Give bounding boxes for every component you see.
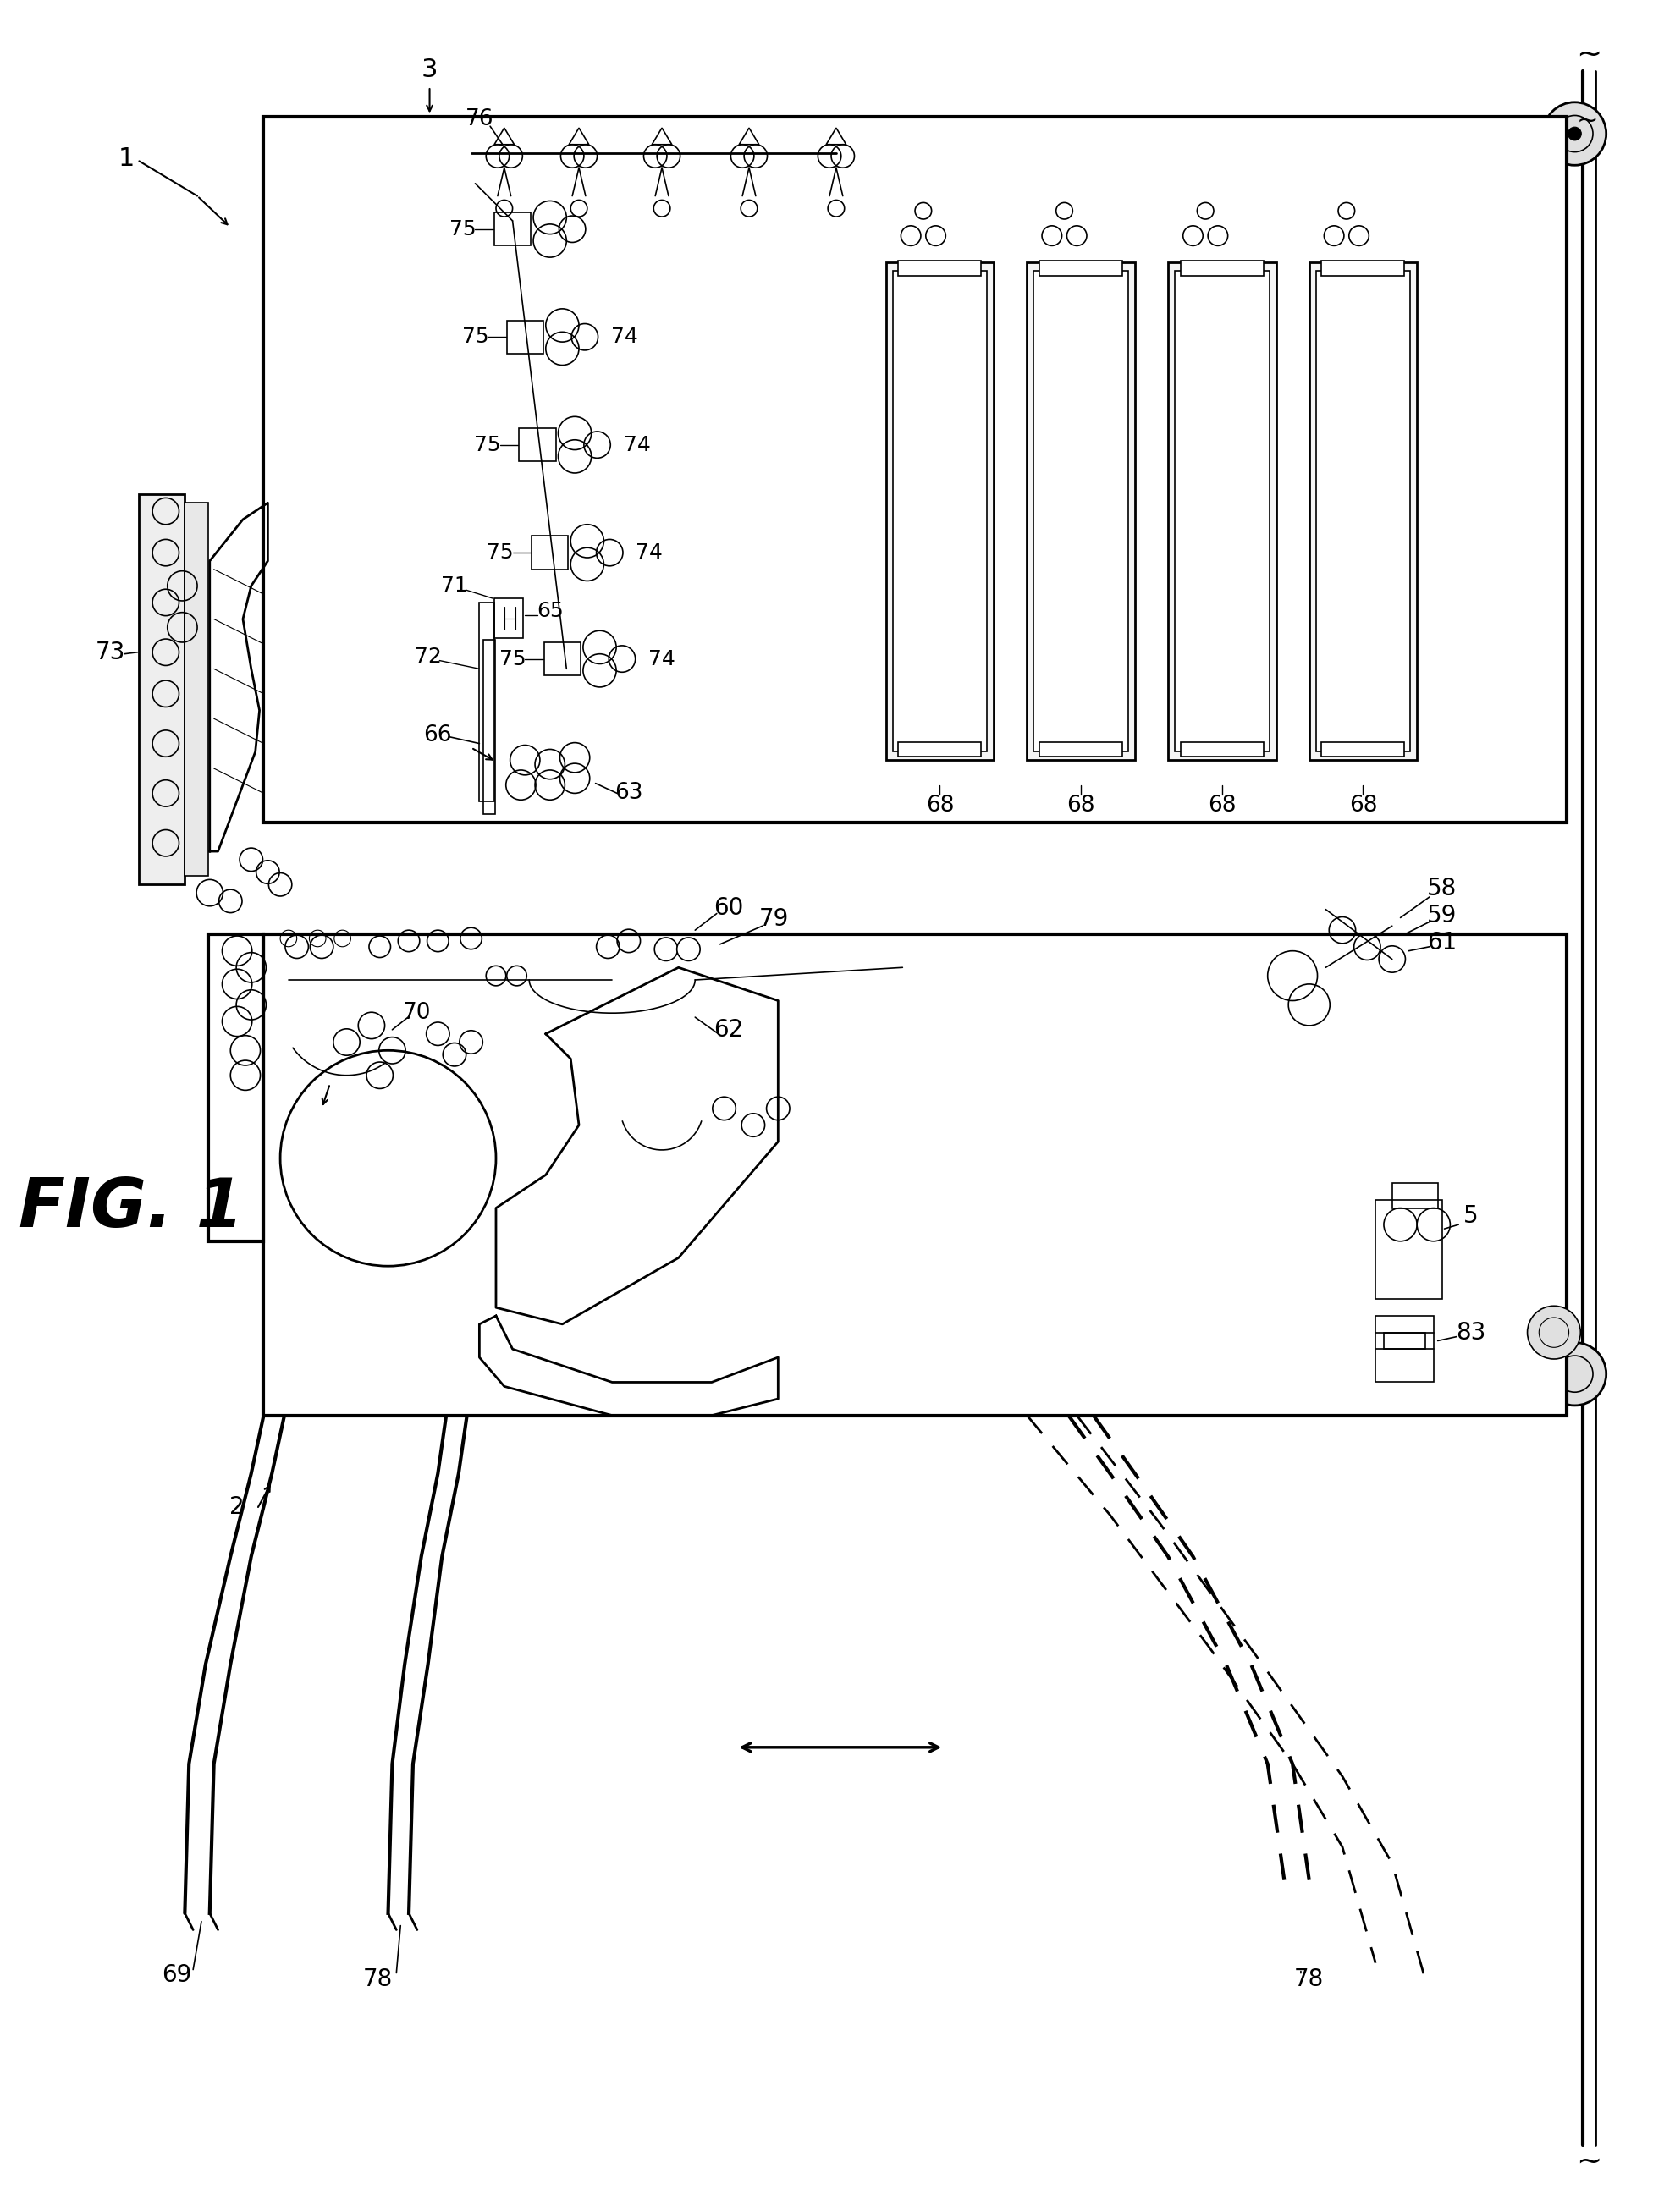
Bar xyxy=(1180,261,1263,276)
Text: 74: 74 xyxy=(623,436,651,456)
Text: ~: ~ xyxy=(1575,2148,1602,2177)
Text: 71: 71 xyxy=(441,575,468,595)
Text: 75: 75 xyxy=(499,648,526,668)
Bar xyxy=(263,933,1567,1416)
Text: 78: 78 xyxy=(1294,1969,1324,1991)
Text: 76: 76 xyxy=(464,108,494,131)
Bar xyxy=(1027,263,1136,761)
Text: 75: 75 xyxy=(461,327,489,347)
Bar xyxy=(1175,270,1270,752)
Polygon shape xyxy=(479,1316,779,1416)
Bar xyxy=(1180,741,1263,757)
Bar xyxy=(1316,270,1410,752)
Text: 78: 78 xyxy=(364,1969,393,1991)
Polygon shape xyxy=(210,502,268,852)
Text: 74: 74 xyxy=(648,648,676,668)
Bar xyxy=(1392,1183,1438,1208)
Text: 83: 83 xyxy=(1456,1321,1486,1345)
Text: 72: 72 xyxy=(415,646,441,666)
Bar xyxy=(479,602,494,801)
Circle shape xyxy=(1527,1305,1580,1358)
Bar xyxy=(494,212,531,246)
Text: 68: 68 xyxy=(1066,794,1096,816)
Text: 70: 70 xyxy=(403,1002,431,1024)
Bar xyxy=(1033,270,1129,752)
Text: 5: 5 xyxy=(1463,1206,1478,1228)
Bar xyxy=(139,495,185,885)
Text: 2: 2 xyxy=(230,1495,245,1517)
Text: 59: 59 xyxy=(1427,905,1456,927)
Text: FIG. 1: FIG. 1 xyxy=(18,1175,243,1241)
Text: 63: 63 xyxy=(615,783,643,805)
Text: 68: 68 xyxy=(1208,794,1236,816)
Text: 58: 58 xyxy=(1427,876,1456,900)
Bar xyxy=(1384,1332,1425,1349)
Text: 61: 61 xyxy=(1427,931,1456,953)
Text: 74: 74 xyxy=(612,327,638,347)
Text: 65: 65 xyxy=(537,602,564,622)
Text: 79: 79 xyxy=(759,907,788,931)
Bar xyxy=(263,117,1567,823)
Bar xyxy=(507,321,544,354)
Text: 75: 75 xyxy=(474,436,501,456)
Bar xyxy=(1375,1199,1441,1298)
Bar xyxy=(886,263,993,761)
Bar xyxy=(1040,741,1122,757)
Text: 69: 69 xyxy=(162,1964,192,1986)
Text: 75: 75 xyxy=(450,219,476,239)
Polygon shape xyxy=(496,967,779,1325)
Bar xyxy=(1169,263,1276,761)
Text: ~: ~ xyxy=(1575,40,1602,69)
Circle shape xyxy=(1569,126,1582,139)
Bar xyxy=(185,502,208,876)
Text: 3: 3 xyxy=(422,58,438,82)
Circle shape xyxy=(676,938,701,960)
Bar xyxy=(208,933,263,1241)
Text: 74: 74 xyxy=(636,542,663,562)
Text: 1: 1 xyxy=(119,146,136,170)
Bar xyxy=(1322,261,1405,276)
Text: 60: 60 xyxy=(714,896,744,920)
Bar xyxy=(893,270,987,752)
Text: 68: 68 xyxy=(926,794,954,816)
Bar xyxy=(898,741,982,757)
Bar xyxy=(898,261,982,276)
Circle shape xyxy=(655,938,678,960)
Circle shape xyxy=(1544,1343,1607,1405)
Bar xyxy=(1040,261,1122,276)
Bar xyxy=(1309,263,1417,761)
Bar xyxy=(532,535,569,568)
Text: ~: ~ xyxy=(1577,108,1598,133)
Text: 66: 66 xyxy=(423,723,451,745)
Text: 68: 68 xyxy=(1349,794,1377,816)
Bar xyxy=(519,429,555,462)
Text: 62: 62 xyxy=(714,1018,744,1042)
Text: 73: 73 xyxy=(96,639,126,664)
Circle shape xyxy=(1544,102,1607,166)
Bar xyxy=(1375,1316,1433,1382)
Text: 75: 75 xyxy=(486,542,514,562)
Bar xyxy=(494,597,524,637)
Bar xyxy=(1322,741,1405,757)
Bar xyxy=(544,641,580,675)
Bar xyxy=(484,639,496,814)
